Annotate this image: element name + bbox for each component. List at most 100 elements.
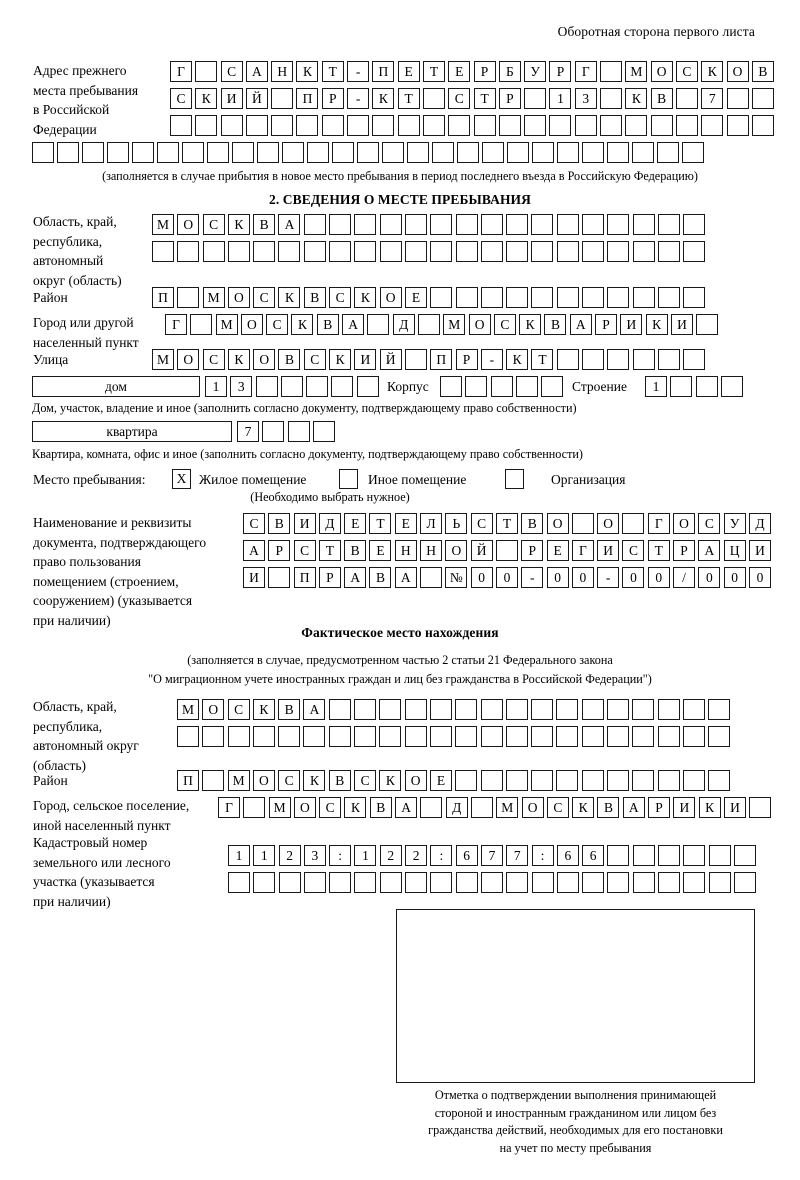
document-cell-r1-13[interactable]: О — [546, 513, 569, 534]
document-cell-r3-13[interactable]: 0 — [546, 567, 569, 588]
actual-region-cell-r1-15[interactable] — [531, 699, 554, 720]
flat-number-cells[interactable]: 7 — [237, 421, 335, 442]
prev-address-cell-r2-8[interactable]: - — [347, 88, 370, 109]
region-cell-r2-5[interactable] — [253, 241, 276, 262]
prev-address-cell-r4-12[interactable] — [307, 142, 329, 163]
city-cell-2[interactable] — [190, 314, 213, 335]
flat-cell-4[interactable] — [312, 421, 335, 442]
region-cell-r2-4[interactable] — [227, 241, 250, 262]
actual-region-cell-r1-22[interactable] — [708, 699, 731, 720]
prev-address-cell-r3-6[interactable] — [296, 115, 319, 136]
prev-address-cell-r2-24[interactable] — [751, 88, 774, 109]
prev-address-cell-r3-9[interactable] — [372, 115, 395, 136]
prev-address-cell-r3-14[interactable] — [498, 115, 521, 136]
region-cell-r1-21[interactable] — [657, 214, 680, 235]
document-cell-r1-11[interactable]: Т — [495, 513, 518, 534]
document-cell-r2-1[interactable]: А — [243, 540, 265, 561]
region-row-2[interactable] — [152, 241, 706, 262]
prev-address-cell-r4-18[interactable] — [457, 142, 479, 163]
prev-address-cell-r2-4[interactable]: Й — [245, 88, 268, 109]
actual-district-cell-3[interactable]: М — [227, 770, 250, 791]
prev-address-cell-r2-6[interactable]: П — [296, 88, 319, 109]
actual-district-cell-20[interactable] — [657, 770, 680, 791]
prev-address-cell-r3-10[interactable] — [397, 115, 420, 136]
region-cell-r1-19[interactable] — [607, 214, 630, 235]
actual-district-cell-10[interactable]: О — [404, 770, 427, 791]
actual-city-cell-7[interactable]: В — [369, 797, 392, 818]
prev-address-cell-r1-21[interactable]: С — [675, 61, 698, 82]
actual-region-cell-r2-1[interactable] — [177, 726, 199, 747]
prev-address-cell-r3-21[interactable] — [675, 115, 698, 136]
document-cell-r2-20[interactable]: Ц — [723, 540, 746, 561]
prev-address-cell-r4-21[interactable] — [532, 142, 554, 163]
street-cell-21[interactable] — [657, 349, 680, 370]
district-cell-3[interactable]: М — [202, 287, 225, 308]
actual-region-cell-r1-13[interactable] — [480, 699, 503, 720]
document-cell-r3-2[interactable] — [268, 567, 291, 588]
actual-district-cell-22[interactable] — [708, 770, 731, 791]
actual-region-cell-r1-20[interactable] — [657, 699, 680, 720]
prev-address-cell-r4-15[interactable] — [382, 142, 404, 163]
prev-address-cell-r2-14[interactable]: Р — [498, 88, 521, 109]
prev-address-cell-r4-27[interactable] — [682, 142, 704, 163]
document-cell-r1-4[interactable]: Д — [318, 513, 341, 534]
street-cell-19[interactable] — [607, 349, 630, 370]
cadastral-cell-r2-13[interactable] — [531, 872, 554, 893]
street-cell-15[interactable]: К — [506, 349, 529, 370]
city-cell-5[interactable]: С — [266, 314, 289, 335]
actual-city-cell-10[interactable]: Д — [445, 797, 468, 818]
cadastral-cell-r2-8[interactable] — [405, 872, 428, 893]
document-cell-r2-5[interactable]: В — [344, 540, 367, 561]
region-cell-r1-3[interactable]: С — [202, 214, 225, 235]
document-cell-r1-10[interactable]: С — [470, 513, 493, 534]
cadastral-cell-r1-3[interactable]: 2 — [278, 845, 301, 866]
district-cell-10[interactable]: О — [379, 287, 402, 308]
cadastral-cell-r1-19[interactable] — [683, 845, 706, 866]
document-cell-r3-20[interactable]: 0 — [723, 567, 746, 588]
actual-city-cell-17[interactable]: А — [622, 797, 645, 818]
actual-city-cell-6[interactable]: К — [344, 797, 367, 818]
document-cell-r1-15[interactable]: О — [597, 513, 620, 534]
actual-city-cell-19[interactable]: И — [673, 797, 696, 818]
stay-type-checkbox-organization[interactable] — [505, 469, 524, 489]
street-cell-16[interactable]: Т — [531, 349, 554, 370]
actual-region-cell-r2-3[interactable] — [227, 726, 250, 747]
actual-district-cell-4[interactable]: О — [252, 770, 275, 791]
cadastral-cell-r1-11[interactable]: 7 — [480, 845, 503, 866]
actual-district-cell-1[interactable]: П — [177, 770, 199, 791]
korpus-cell-2[interactable] — [465, 376, 488, 397]
region-cell-r2-17[interactable] — [556, 241, 579, 262]
prev-address-cell-r2-23[interactable] — [726, 88, 749, 109]
actual-region-cell-r2-5[interactable] — [278, 726, 301, 747]
actual-region-cell-r1-14[interactable] — [505, 699, 528, 720]
actual-city-cell-1[interactable]: Г — [218, 797, 240, 818]
document-cell-r2-15[interactable]: И — [597, 540, 620, 561]
cadastral-cell-r1-20[interactable] — [708, 845, 731, 866]
region-cell-r1-5[interactable]: В — [253, 214, 276, 235]
cadastral-cell-r2-15[interactable] — [582, 872, 605, 893]
region-cell-r1-7[interactable] — [303, 214, 326, 235]
city-cell-7[interactable]: В — [316, 314, 339, 335]
prev-address-cell-r2-15[interactable] — [524, 88, 547, 109]
cadastral-cell-r1-10[interactable]: 6 — [455, 845, 478, 866]
prev-address-cell-r1-7[interactable]: Т — [321, 61, 344, 82]
stroenie-cell-2[interactable] — [670, 376, 693, 397]
prev-address-cell-r1-1[interactable]: Г — [170, 61, 192, 82]
cadastral-cell-r1-15[interactable]: 6 — [582, 845, 605, 866]
actual-district-cell-8[interactable]: С — [354, 770, 377, 791]
document-cell-r3-19[interactable]: 0 — [698, 567, 721, 588]
region-cell-r1-8[interactable] — [329, 214, 352, 235]
prev-address-cell-r1-13[interactable]: Р — [473, 61, 496, 82]
prev-address-cell-r1-2[interactable] — [195, 61, 218, 82]
city-cell-20[interactable]: К — [645, 314, 668, 335]
prev-address-cell-r4-3[interactable] — [82, 142, 104, 163]
prev-address-cell-r2-7[interactable]: Р — [321, 88, 344, 109]
prev-address-cell-r4-19[interactable] — [482, 142, 504, 163]
actual-district-cell-13[interactable] — [480, 770, 503, 791]
actual-city-cell-15[interactable]: К — [572, 797, 595, 818]
prev-address-cell-r4-9[interactable] — [232, 142, 254, 163]
street-cell-13[interactable]: Р — [455, 349, 478, 370]
prev-address-cell-r4-7[interactable] — [182, 142, 204, 163]
actual-region-cell-r1-17[interactable] — [581, 699, 604, 720]
